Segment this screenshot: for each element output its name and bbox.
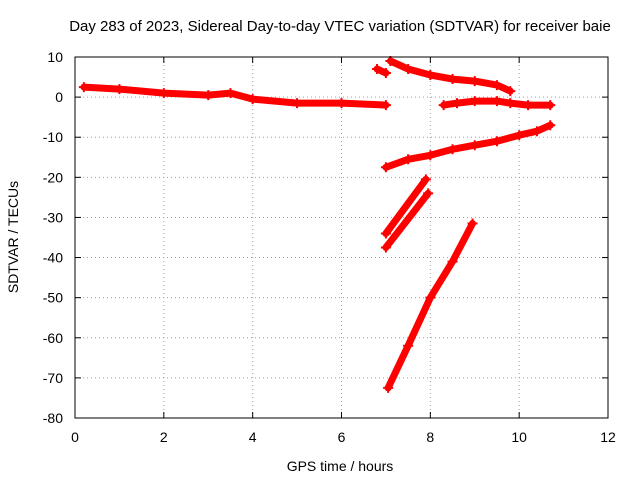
y-tick-label: -60 bbox=[43, 330, 63, 346]
y-tick-label: -20 bbox=[43, 169, 63, 185]
data-point bbox=[114, 84, 125, 95]
data-point bbox=[467, 218, 478, 229]
data-point bbox=[531, 126, 542, 137]
data-point bbox=[158, 88, 169, 99]
data-point bbox=[469, 76, 480, 87]
data-point bbox=[78, 82, 89, 93]
x-tick-label: 10 bbox=[511, 429, 527, 445]
x-tick-label: 12 bbox=[600, 429, 616, 445]
data-point bbox=[203, 90, 214, 101]
series-7-points bbox=[382, 189, 432, 251]
grid bbox=[75, 57, 608, 418]
data-point bbox=[380, 242, 391, 253]
data-point bbox=[403, 64, 414, 75]
data-point bbox=[403, 340, 414, 351]
x-tick-label: 6 bbox=[338, 429, 346, 445]
data-point bbox=[523, 100, 534, 111]
series-5-points bbox=[382, 121, 554, 171]
x-tick-label: 0 bbox=[71, 429, 79, 445]
data-point bbox=[447, 144, 458, 155]
data-point bbox=[491, 136, 502, 147]
x-axis-label: GPS time / hours bbox=[287, 458, 394, 474]
data-point bbox=[438, 100, 449, 111]
data-point bbox=[491, 96, 502, 107]
data-point bbox=[385, 56, 396, 67]
data-point bbox=[425, 150, 436, 161]
data-point bbox=[447, 256, 458, 267]
data-series bbox=[78, 56, 556, 393]
data-point bbox=[247, 94, 258, 105]
y-tick-label: 0 bbox=[55, 89, 63, 105]
data-point bbox=[451, 98, 462, 109]
y-axis-label: SDTVAR / TECUs bbox=[5, 181, 21, 293]
data-point bbox=[380, 162, 391, 173]
y-tick-label: -30 bbox=[43, 209, 63, 225]
data-point bbox=[380, 228, 391, 239]
y-tick-label: -70 bbox=[43, 370, 63, 386]
chart-title: Day 283 of 2023, Sidereal Day-to-day VTE… bbox=[69, 18, 611, 35]
series-6-points bbox=[382, 175, 430, 237]
data-point bbox=[491, 80, 502, 91]
data-point bbox=[403, 154, 414, 165]
data-point bbox=[292, 98, 303, 109]
data-point bbox=[225, 88, 236, 99]
data-point bbox=[383, 382, 394, 393]
y-tick-label: 10 bbox=[47, 49, 63, 65]
data-point bbox=[380, 68, 391, 79]
data-point bbox=[372, 64, 383, 75]
data-point bbox=[420, 174, 431, 185]
data-point bbox=[505, 86, 516, 97]
data-point bbox=[423, 188, 434, 199]
data-point bbox=[425, 292, 436, 303]
data-point bbox=[469, 140, 480, 151]
data-point bbox=[469, 96, 480, 107]
y-tick-label: -40 bbox=[43, 250, 63, 266]
data-point bbox=[425, 70, 436, 81]
y-tick-label: -80 bbox=[43, 410, 63, 426]
y-tick-label: -50 bbox=[43, 290, 63, 306]
x-tick-label: 2 bbox=[160, 429, 168, 445]
x-tick-label: 8 bbox=[426, 429, 434, 445]
y-tick-label: -10 bbox=[43, 129, 63, 145]
x-tick-label: 4 bbox=[249, 429, 257, 445]
data-point bbox=[380, 100, 391, 111]
data-point bbox=[447, 74, 458, 85]
data-point bbox=[514, 130, 525, 141]
data-point bbox=[545, 120, 556, 131]
axis-ticks: 0 2 4 6 8 10 12 10 0 -10 -20 -30 -40 -50 -60 -70 -80 bbox=[43, 49, 616, 445]
data-point bbox=[545, 100, 556, 111]
series-8-points bbox=[384, 220, 476, 392]
data-point bbox=[336, 98, 347, 109]
data-point bbox=[505, 98, 516, 109]
